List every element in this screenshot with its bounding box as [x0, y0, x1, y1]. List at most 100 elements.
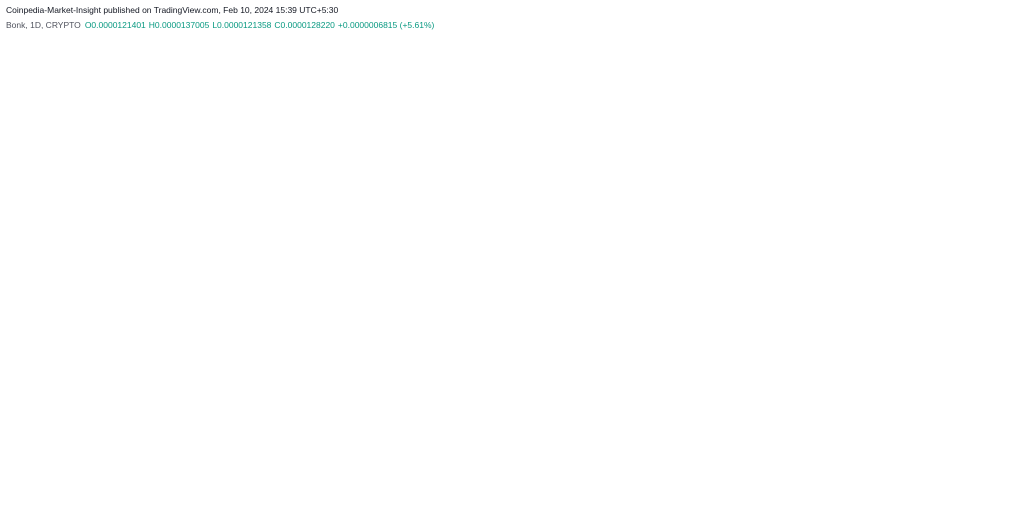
y-tick-label: 0.0000080000 [960, 282, 1015, 292]
fib-label: 0.382 (0.0000149958) [861, 193, 945, 203]
plot-background [0, 0, 950, 465]
candle-body [598, 231, 606, 251]
x-tick-label: 12 [862, 473, 872, 483]
currency-box [959, 18, 988, 34]
y-tick-label: 0.0000060000 [960, 306, 1015, 316]
candle-body [481, 259, 489, 264]
name-tag [916, 225, 950, 237]
candle-body [269, 110, 278, 156]
y-tick-label: 0.0000040000 [960, 329, 1015, 339]
candle-body [333, 158, 341, 173]
name-tag-label: Low [936, 335, 952, 345]
y-tick-label: 0.0000120000 [960, 235, 1015, 245]
logo: TradingView [6, 493, 85, 504]
candle-body [407, 222, 415, 233]
candle-body [238, 96, 246, 117]
candle-body [725, 245, 733, 253]
candle-body [301, 140, 309, 167]
x-tick-label: Dec [86, 473, 102, 483]
candle-body [153, 258, 161, 280]
candle-body [566, 222, 574, 229]
fib-label: 0.236 (0.0000184965) [861, 151, 945, 161]
candle-body [629, 253, 638, 261]
candle-body [195, 231, 204, 239]
candle-body [312, 140, 320, 167]
candle-body [799, 266, 807, 269]
candle-body [767, 264, 775, 267]
candle-body [778, 266, 786, 268]
candle-body [788, 266, 797, 268]
fib-label: 0.5 (0.0000121666) [871, 226, 945, 236]
candle-body [185, 231, 193, 251]
candle-body [714, 245, 722, 251]
candle-body [577, 222, 585, 229]
ohlc: H0.0000137005 [148, 20, 210, 30]
x-tick-label: 27 [692, 473, 702, 483]
candle-body [121, 299, 129, 312]
candle-body [672, 253, 680, 258]
fib-label: 0.618 (0.0000093373) [861, 259, 945, 269]
logo-icon [6, 493, 23, 503]
candle-body [47, 331, 55, 333]
candle-body [757, 263, 765, 265]
symbol-line: Bonk, 1D, CRYPTO O0.0000121401 H0.00001370… [6, 18, 437, 33]
currency: USD [964, 21, 982, 31]
candle-body [397, 211, 405, 223]
x-tick-label: 8 [494, 473, 499, 483]
candle-body [322, 146, 331, 159]
publisher: Coinpedia-Market-Insight published on Tr… [6, 5, 339, 15]
candle-body [693, 246, 701, 248]
x-tick-label: 15 [565, 473, 575, 483]
ohlc: C0.0000128220 [274, 20, 335, 30]
candle-body [608, 250, 617, 253]
candle-body [841, 230, 849, 239]
candle-body [661, 257, 669, 261]
y-tick-label: 0.0000140000 [960, 211, 1015, 221]
candle-body [439, 231, 447, 258]
x-tick-label: 19 [936, 473, 946, 483]
price-tag [950, 334, 1014, 347]
x-tick-label: 6 [144, 473, 149, 483]
candle-body [651, 259, 659, 262]
x-tick-label: 25 [25, 473, 35, 483]
ohlc: O0.0000121401 [84, 20, 146, 30]
name-tag-label: BONKUSD [918, 225, 960, 235]
y-tick-label: 0.0000020000 [960, 353, 1015, 363]
candle-body [248, 116, 256, 135]
y-tick-label: 0.0000220000 [960, 117, 1015, 127]
candle-body [682, 246, 691, 254]
ohlc: L0.0000121358 [212, 20, 272, 30]
x-tick-label: 6 [801, 473, 806, 483]
candle-body [259, 110, 267, 135]
x-tick-label: 2024 [412, 473, 431, 483]
candle-body [58, 331, 66, 334]
y-tick-label: -0.0000040000 [960, 424, 1017, 434]
candle-body [524, 189, 532, 196]
fib-label: 0.786 (0.0000053092) [861, 307, 945, 317]
candle-body [502, 222, 511, 247]
candle-body [534, 189, 542, 223]
fib-label: 1 (0.0000001781) [878, 367, 945, 377]
layers: 0.0000280000 0.0000260000 0.0000240000 0.00… [0, 46, 1017, 483]
candle-body [704, 247, 712, 251]
candle-body [418, 211, 426, 233]
candle-body [89, 327, 98, 333]
y-tick-label: 0.0000240000 [960, 93, 1015, 103]
candle-body [619, 251, 627, 256]
candle-body [174, 228, 182, 251]
candle-body [545, 202, 553, 223]
price-tags: 0.000012822013:50:38BONKUSD0.00001166770… [916, 224, 1014, 347]
y-tick-label: 0.0000100000 [960, 258, 1015, 268]
y-tick-label: 0.0000160000 [960, 188, 1015, 198]
price-tag [950, 224, 1014, 246]
fib-label: 0 (0.0000241550) [878, 85, 945, 95]
candle-body [555, 202, 564, 223]
candle-body [735, 252, 744, 260]
moving-average [8, 232, 846, 363]
y-tick-label: 0.0000280000 [960, 46, 1015, 56]
candle-body [216, 230, 225, 239]
candle-body [79, 331, 87, 333]
candle-body [227, 96, 235, 231]
